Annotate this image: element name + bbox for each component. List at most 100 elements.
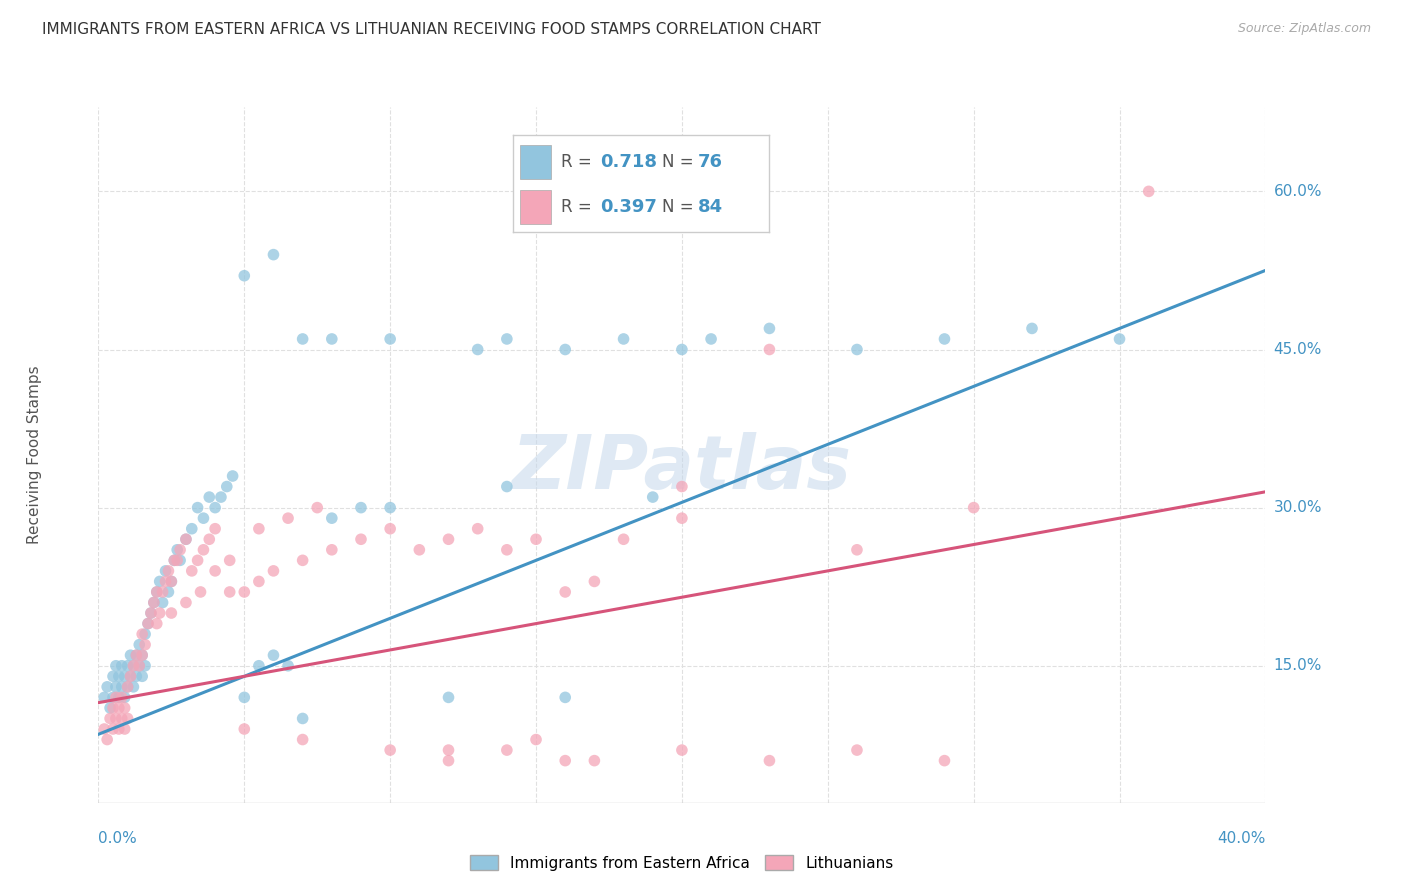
Point: [101, 669, 124, 683]
Point: [187, 553, 209, 567]
Point: [247, 658, 270, 673]
Point: [554, 690, 576, 705]
Point: [104, 680, 127, 694]
Text: N =: N =: [662, 198, 699, 217]
Point: [108, 722, 131, 736]
Point: [307, 500, 329, 515]
Point: [350, 533, 373, 547]
Point: [1137, 185, 1160, 199]
Text: 0.718: 0.718: [600, 153, 657, 170]
Point: [277, 658, 299, 673]
Point: [612, 533, 634, 547]
Text: 0.0%: 0.0%: [98, 830, 138, 846]
Point: [111, 658, 134, 673]
Point: [247, 522, 270, 536]
Text: Receiving Food Stamps: Receiving Food Stamps: [27, 366, 42, 544]
Point: [758, 343, 780, 357]
Point: [221, 469, 243, 483]
Point: [671, 479, 693, 493]
Point: [149, 574, 172, 589]
Point: [139, 606, 162, 620]
Point: [163, 553, 186, 567]
Point: [204, 500, 226, 515]
Point: [408, 542, 430, 557]
Point: [125, 648, 148, 663]
Point: [321, 511, 343, 525]
Point: [524, 732, 547, 747]
Point: [962, 500, 984, 515]
Point: [134, 658, 156, 673]
Point: [166, 542, 188, 557]
Point: [671, 743, 693, 757]
Point: [233, 722, 256, 736]
Point: [845, 343, 868, 357]
Point: [93, 722, 115, 736]
Point: [122, 658, 145, 673]
Point: [111, 711, 134, 725]
Point: [155, 574, 177, 589]
Point: [198, 533, 221, 547]
Point: [152, 595, 174, 609]
Point: [174, 595, 197, 609]
Point: [437, 533, 460, 547]
Point: [180, 564, 202, 578]
Point: [117, 680, 139, 694]
Point: [321, 332, 343, 346]
Point: [437, 754, 460, 768]
Point: [131, 648, 153, 663]
Point: [104, 690, 127, 705]
Point: [277, 511, 299, 525]
Point: [378, 332, 402, 346]
Point: [583, 574, 606, 589]
Point: [117, 658, 139, 673]
Point: [104, 658, 127, 673]
Point: [108, 701, 131, 715]
Point: [157, 585, 180, 599]
Point: [218, 585, 240, 599]
Point: [142, 595, 165, 609]
Point: [262, 564, 284, 578]
Text: Source: ZipAtlas.com: Source: ZipAtlas.com: [1237, 22, 1371, 36]
Point: [671, 343, 693, 357]
FancyBboxPatch shape: [520, 190, 551, 225]
Point: [700, 332, 723, 346]
Point: [98, 701, 121, 715]
Point: [1021, 321, 1043, 335]
Point: [157, 564, 180, 578]
Point: [204, 522, 226, 536]
Point: [193, 542, 215, 557]
Point: [136, 616, 159, 631]
Point: [198, 490, 221, 504]
Point: [233, 268, 256, 283]
Point: [101, 701, 124, 715]
Point: [291, 332, 314, 346]
Point: [160, 574, 183, 589]
Point: [437, 690, 460, 705]
Point: [108, 690, 131, 705]
Point: [120, 648, 142, 663]
Point: [233, 585, 256, 599]
Point: [122, 680, 145, 694]
Point: [104, 711, 127, 725]
Point: [114, 701, 136, 715]
Point: [934, 754, 956, 768]
Point: [583, 754, 606, 768]
Point: [758, 754, 780, 768]
Point: [149, 606, 172, 620]
Text: 30.0%: 30.0%: [1274, 500, 1322, 515]
Point: [125, 669, 148, 683]
Text: IMMIGRANTS FROM EASTERN AFRICA VS LITHUANIAN RECEIVING FOOD STAMPS CORRELATION C: IMMIGRANTS FROM EASTERN AFRICA VS LITHUA…: [42, 22, 821, 37]
Point: [174, 533, 197, 547]
Point: [128, 658, 150, 673]
Point: [96, 732, 118, 747]
Point: [247, 574, 270, 589]
Point: [146, 616, 169, 631]
Point: [845, 542, 868, 557]
Point: [554, 343, 576, 357]
Text: N =: N =: [662, 153, 699, 170]
Point: [204, 564, 226, 578]
Point: [163, 553, 186, 567]
Point: [524, 533, 547, 547]
Point: [111, 690, 134, 705]
Point: [96, 680, 118, 694]
